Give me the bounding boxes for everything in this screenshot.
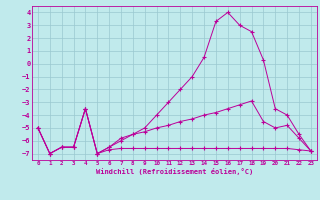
- X-axis label: Windchill (Refroidissement éolien,°C): Windchill (Refroidissement éolien,°C): [96, 168, 253, 175]
